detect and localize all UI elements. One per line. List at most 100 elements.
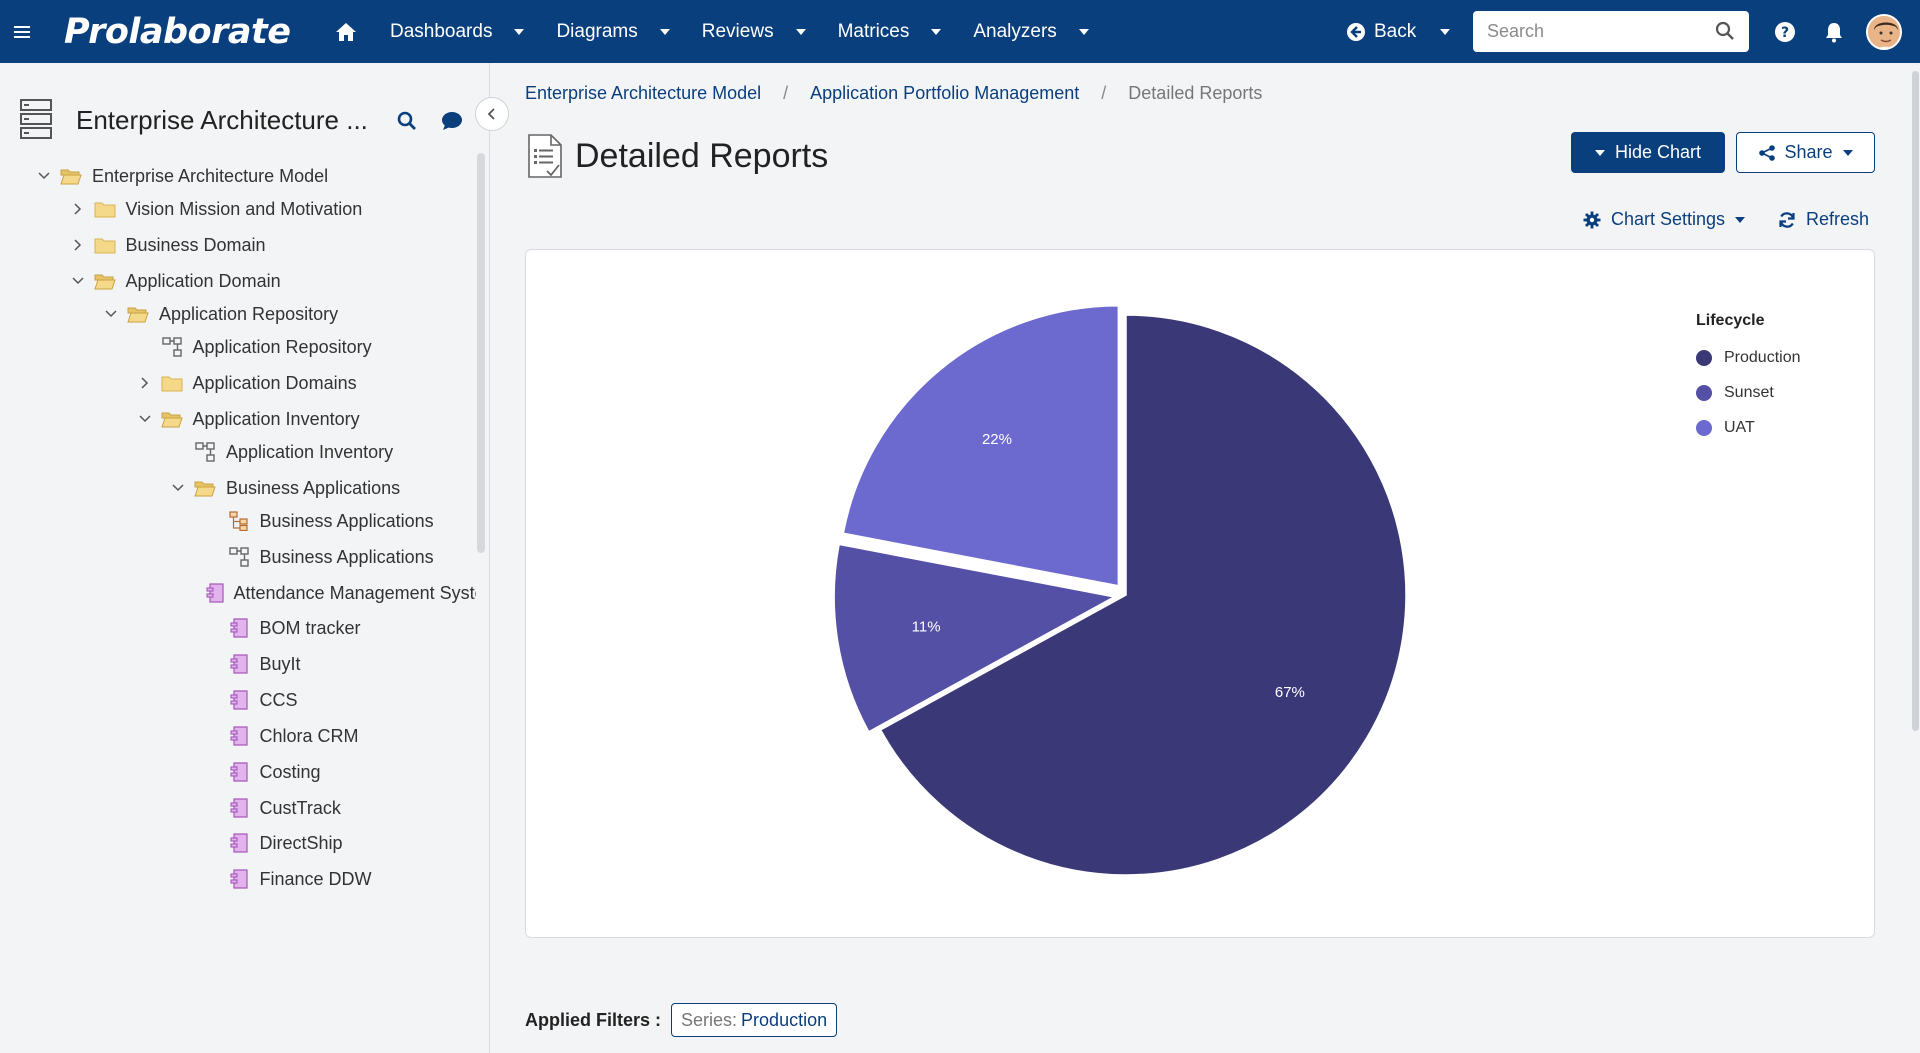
slice-sunset[interactable] [833,543,1117,733]
pie-chart: 67% 11% 22% [833,305,1407,876]
legend-swatch [1696,419,1712,436]
tree-spacer [201,832,223,854]
tree-item[interactable]: Application Inventory [0,402,476,436]
brand-logo[interactable]: Prolaborate [64,11,291,52]
tree-item[interactable]: Application Domains [0,366,476,400]
tree-spacer [201,761,223,783]
component-icon [227,761,251,783]
chevron-down-icon[interactable] [167,477,189,499]
tree-item[interactable]: Business Applications [0,540,476,574]
tree-item[interactable]: Business Applications [0,471,476,505]
tree-item[interactable]: Application Inventory [0,435,476,469]
share-button[interactable]: Share [1736,132,1875,173]
chevron-down-icon[interactable] [1440,28,1451,35]
back-button[interactable]: Back [1346,0,1451,63]
chevron-down-icon[interactable] [67,270,89,292]
filter-chip[interactable]: Series: Production [671,1003,838,1037]
nav-label: Diagrams [556,20,638,42]
tree-item[interactable]: DirectShip [0,826,476,860]
page-scrollbar[interactable] [1911,63,1920,1053]
chevron-down-icon[interactable] [134,408,156,430]
tree-item[interactable]: CustTrack [0,791,476,825]
component-icon [227,832,251,854]
repository-icon [20,99,52,139]
tree-item-label: BOM tracker [259,617,361,638]
top-nav-bar: Prolaborate Dashboards Diagrams Reviews … [0,0,1920,63]
chevron-down-icon[interactable] [100,303,122,325]
tree-item-label: Business Domain [125,234,266,255]
comment-icon[interactable] [441,111,463,131]
sidebar-title: Enterprise Architecture ... [76,105,368,135]
chevron-down-icon[interactable] [33,165,55,187]
scrollbar-thumb[interactable] [1912,71,1919,731]
refresh-button[interactable]: Refresh [1778,209,1869,230]
tree-item[interactable]: Business Applications [0,504,476,538]
search-icon[interactable] [1715,21,1735,41]
breadcrumb-separator: / [1101,83,1107,103]
tree-item[interactable]: Application Domain [0,264,476,298]
breadcrumb: Enterprise Architecture Model / Applicat… [525,83,1262,104]
home-icon[interactable] [326,22,366,42]
button-label: Hide Chart [1614,142,1702,162]
help-icon[interactable]: ? [1774,0,1796,63]
chart-settings-button[interactable]: Chart Settings [1583,209,1746,230]
sidebar-scrollbar[interactable] [477,153,485,553]
search-input[interactable] [1473,21,1703,42]
user-avatar[interactable] [1866,0,1902,63]
breadcrumb-link[interactable]: Application Portfolio Management [810,83,1080,103]
tree-item-label: Application Domain [125,270,281,291]
tree-item[interactable]: Attendance Management System [0,576,476,610]
caret-down-icon [1842,149,1853,156]
legend-item-uat[interactable]: UAT [1696,410,1801,445]
slice-production[interactable] [879,314,1407,876]
legend-item-production[interactable]: Production [1696,340,1801,375]
chevron-right-icon[interactable] [67,234,89,256]
tree-item-label: Business Applications [226,477,401,498]
bell-icon[interactable] [1824,0,1844,63]
tree-item[interactable]: Enterprise Architecture Model [0,159,476,193]
tree-item[interactable]: BOM tracker [0,611,476,645]
legend-label: Production [1724,348,1801,366]
legend-label: Sunset [1724,383,1774,401]
sidebar: Enterprise Architecture ... Enterprise A… [0,63,490,1053]
tree-item[interactable]: CCS [0,683,476,717]
component-icon [205,582,225,604]
tree-item[interactable]: Business Domain [0,228,476,262]
caret-down-icon [1735,216,1746,223]
tree-item[interactable]: Application Repository [0,297,476,331]
legend-title: Lifecycle [1696,312,1765,329]
legend-item-sunset[interactable]: Sunset [1696,375,1801,410]
tree-spacer [134,336,156,358]
tree-spacer [201,797,223,819]
slice-uat[interactable] [842,305,1120,587]
hide-chart-button[interactable]: Hide Chart [1571,132,1725,173]
nav-menu: Dashboards Diagrams Reviews Matrices Ana… [372,21,1103,43]
tree-item-label: CustTrack [259,797,341,818]
nav-label: Reviews [701,20,774,42]
nav-analyzers[interactable]: Analyzers [955,21,1102,43]
chevron-down-icon [514,28,525,35]
search-icon[interactable] [397,111,417,131]
tree-item[interactable]: Vision Mission and Motivation [0,192,476,226]
nav-reviews[interactable]: Reviews [684,21,820,43]
tree-item[interactable]: BuyIt [0,647,476,681]
chevron-right-icon[interactable] [134,372,156,394]
tree-item-label: Enterprise Architecture Model [92,165,329,186]
nav-diagrams[interactable]: Diagrams [538,21,683,43]
menu-icon[interactable] [0,0,44,63]
tree-item[interactable]: Costing [0,755,476,789]
tree-item-label: Costing [259,761,321,782]
tree-item[interactable]: Application Repository [0,330,476,364]
tree-item[interactable]: Finance DDW [0,862,476,896]
tree-item-label: Chlora CRM [259,725,359,746]
diagram-icon [160,336,184,358]
nav-dashboards[interactable]: Dashboards [372,21,538,43]
folder-open-icon [93,270,117,292]
legend-label: UAT [1724,418,1755,436]
collapse-sidebar-button[interactable] [475,97,509,131]
chevron-right-icon[interactable] [67,198,89,220]
nav-matrices[interactable]: Matrices [820,21,956,43]
tree-item[interactable]: Chlora CRM [0,719,476,753]
button-label: Refresh [1806,209,1870,229]
breadcrumb-link[interactable]: Enterprise Architecture Model [525,83,762,103]
